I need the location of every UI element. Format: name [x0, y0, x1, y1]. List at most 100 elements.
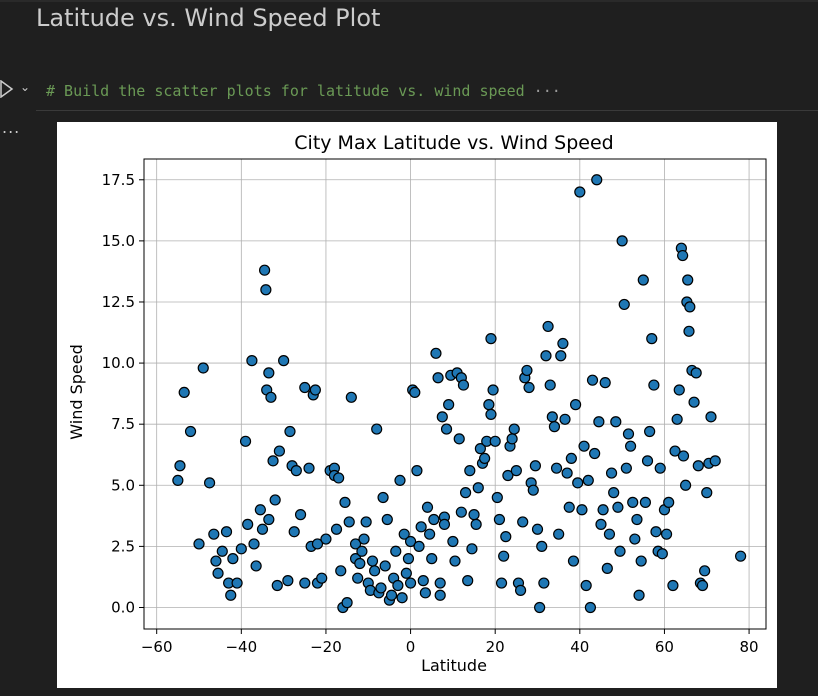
scatter-point — [453, 433, 465, 445]
scatter-point — [184, 425, 197, 438]
scatter-point — [250, 560, 262, 572]
scatter-point — [208, 528, 220, 540]
scatter-point — [605, 467, 618, 479]
scatter-point — [580, 579, 592, 592]
scatter-point — [589, 447, 601, 460]
code-cell[interactable]: # Build the scatter plots for latitude v… — [46, 82, 561, 100]
scatter-point — [174, 460, 186, 472]
scatter-point — [529, 460, 541, 472]
scatter-point — [493, 513, 506, 526]
scatter-point — [574, 186, 586, 198]
scatter-point — [517, 516, 529, 528]
scatter-point — [641, 455, 654, 467]
run-cell-icon[interactable] — [0, 80, 14, 98]
scatter-point — [618, 298, 630, 311]
scatter-point — [483, 399, 495, 411]
collapsed-code-marker[interactable]: ··· — [533, 82, 561, 100]
scatter-point — [366, 555, 379, 567]
scatter-point — [438, 518, 451, 530]
scatter-point — [428, 513, 440, 526]
scatter-point — [260, 284, 272, 296]
scatter-point — [622, 428, 635, 440]
scatter-point — [474, 443, 486, 455]
scatter-point — [375, 582, 387, 594]
y-tick-label: 10.0 — [102, 354, 135, 372]
scatter-point — [404, 577, 417, 589]
scatter-point — [356, 545, 368, 557]
output-more-icon[interactable]: ... — [2, 118, 21, 137]
scatter-point — [514, 584, 527, 596]
scatter-point — [595, 518, 607, 530]
scatter-point — [377, 491, 389, 504]
scatter-point — [635, 555, 647, 567]
scatter-point — [457, 379, 470, 391]
scatter-point — [464, 465, 476, 477]
chevron-down-icon[interactable]: ⌄ — [20, 80, 31, 94]
scatter-point — [557, 337, 569, 350]
y-axis-label: Wind Speed — [67, 344, 86, 439]
scatter-point — [563, 501, 575, 513]
y-tick-label: 7.5 — [111, 415, 135, 433]
scatter-point — [508, 423, 520, 435]
scatter-point — [569, 399, 582, 411]
scatter-point — [709, 455, 721, 467]
scatter-point — [614, 545, 626, 557]
scatter-point — [409, 386, 421, 399]
scatter-point — [546, 411, 558, 423]
x-tick-label: −40 — [225, 638, 257, 656]
scatter-point — [612, 501, 624, 513]
scatter-point — [434, 577, 446, 589]
scatter-point — [627, 496, 639, 508]
scatter-point — [506, 433, 518, 445]
code-comment: # Build the scatter plots for latitude v… — [46, 82, 525, 100]
scatter-point — [616, 235, 628, 247]
scatter-point — [290, 465, 302, 477]
scatter-point — [667, 579, 679, 592]
scatter-point — [683, 325, 695, 337]
scatter-point — [267, 455, 279, 467]
x-tick-label: 80 — [740, 638, 759, 656]
scatter-point — [316, 572, 328, 584]
scatter-point — [360, 516, 372, 528]
scatter-point — [470, 518, 482, 530]
y-tick-label: 5.0 — [111, 476, 135, 494]
scatter-point — [639, 496, 652, 508]
scatter-point — [550, 462, 563, 474]
scatter-point — [419, 587, 431, 599]
scatter-point — [400, 567, 412, 579]
scatter-point — [282, 575, 294, 587]
scatter-point — [349, 538, 362, 550]
scatter-point — [335, 565, 347, 577]
scatter-point — [637, 274, 649, 286]
scatter-point — [633, 589, 645, 601]
x-tick-label: −60 — [141, 638, 173, 656]
scatter-point — [271, 579, 283, 592]
x-tick-label: 20 — [486, 638, 505, 656]
scatter-point — [521, 364, 533, 377]
scatter-point — [288, 526, 300, 538]
scatter-point — [341, 597, 353, 609]
scatter-point — [462, 575, 474, 587]
scatter-point — [565, 452, 577, 465]
scatter-point — [620, 462, 632, 474]
scatter-point — [582, 474, 594, 486]
scatter-point — [646, 333, 658, 345]
scatter-point — [396, 592, 408, 604]
scatter-point — [369, 565, 381, 577]
scatter-point — [449, 555, 461, 567]
scatter-point — [561, 467, 573, 479]
scatter-point — [555, 350, 567, 362]
scatter-point — [434, 589, 446, 601]
scatter-point — [540, 350, 552, 362]
scatter-point — [654, 462, 666, 474]
x-tick-label: 60 — [655, 638, 674, 656]
scatter-point — [523, 381, 535, 394]
scatter-point — [385, 589, 398, 601]
scatter-point — [371, 423, 383, 435]
scatter-point — [485, 333, 497, 345]
scatter-point — [466, 543, 478, 555]
x-tick-label: 0 — [406, 638, 416, 656]
scatter-point — [436, 411, 448, 423]
scatter-point — [671, 413, 683, 425]
scatter-point — [345, 391, 357, 403]
